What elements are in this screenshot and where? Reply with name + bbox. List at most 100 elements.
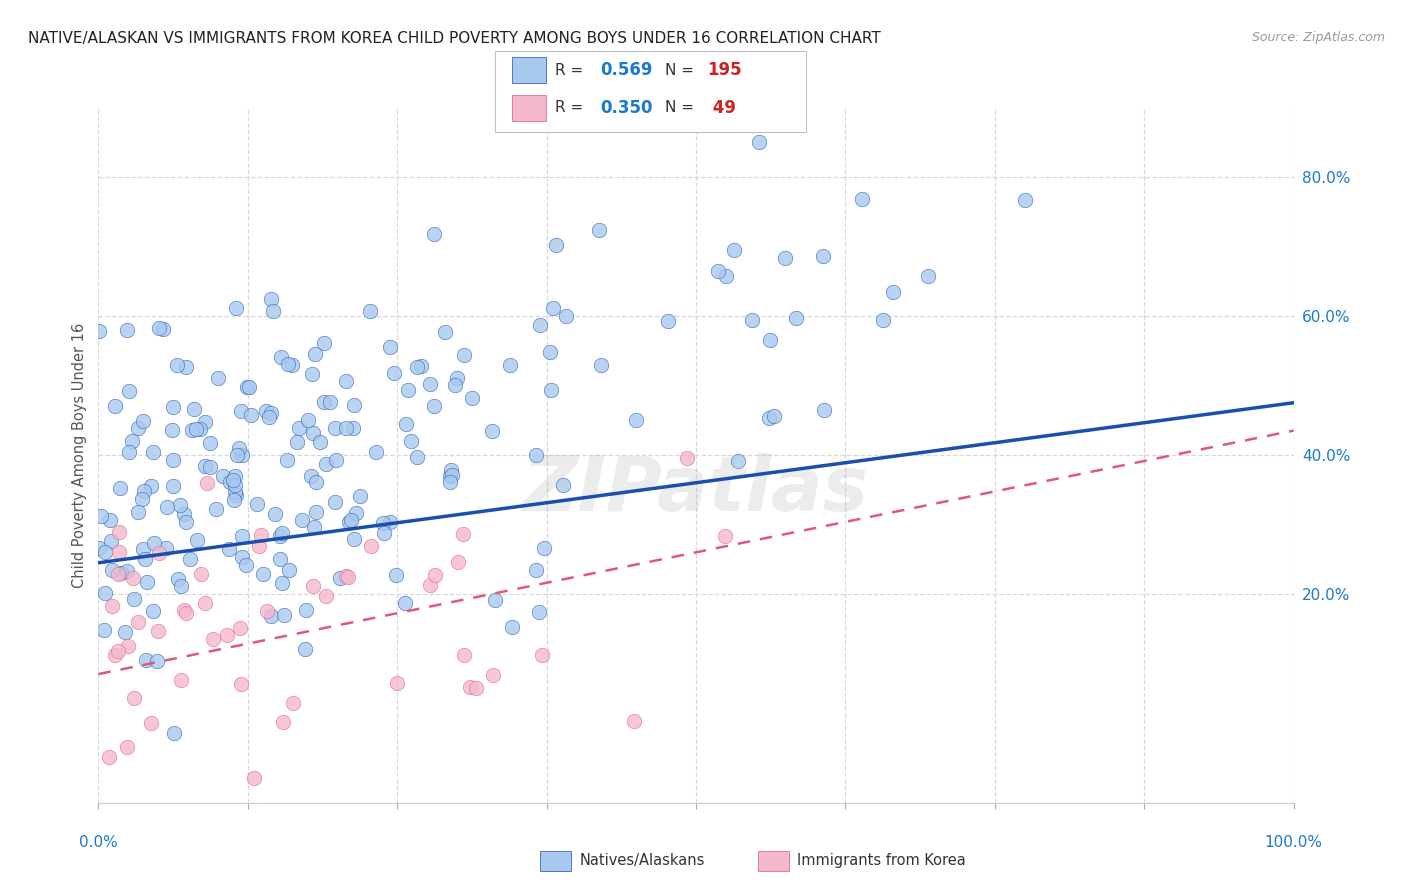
Point [304, 347, 326, 361]
Point [110, 566, 132, 581]
Text: 0.0%: 0.0% [79, 836, 118, 850]
Point [218, 541, 240, 556]
Point [305, 475, 328, 489]
Point [554, 309, 576, 323]
Point [538, 345, 561, 359]
Point [117, 445, 139, 459]
Point [181, 423, 204, 437]
Point [270, 351, 292, 365]
Point [89, 324, 111, 338]
Point [657, 314, 679, 328]
Text: Immigrants from Korea: Immigrants from Korea [797, 854, 966, 868]
Point [254, 403, 277, 417]
Point [385, 568, 408, 582]
Point [524, 448, 547, 462]
Point [325, 452, 347, 467]
Point [501, 620, 523, 634]
Text: 0.569: 0.569 [600, 61, 652, 79]
Point [247, 539, 270, 553]
Point [173, 507, 195, 521]
Point [156, 500, 179, 514]
Text: Natives/Alaskans: Natives/Alaskans [579, 854, 704, 868]
Text: N =: N = [665, 101, 699, 115]
Point [297, 413, 319, 427]
Point [204, 501, 226, 516]
Point [122, 591, 145, 606]
Point [323, 495, 346, 509]
Point [294, 603, 316, 617]
Text: 195: 195 [707, 61, 742, 79]
Point [142, 444, 165, 458]
Point [132, 542, 155, 557]
Point [723, 244, 745, 258]
Point [439, 475, 461, 489]
Point [384, 366, 406, 380]
Point [342, 398, 364, 412]
Point [409, 359, 432, 374]
Point [280, 358, 302, 372]
Point [714, 529, 737, 543]
Point [228, 441, 250, 455]
Point [342, 421, 364, 435]
Point [312, 335, 335, 350]
Point [148, 546, 170, 560]
Point [359, 303, 381, 318]
Point [373, 525, 395, 540]
Point [225, 488, 247, 502]
Point [405, 359, 427, 374]
Point [127, 615, 149, 629]
Point [453, 348, 475, 362]
Text: Source: ZipAtlas.com: Source: ZipAtlas.com [1251, 31, 1385, 45]
Point [226, 448, 249, 462]
Text: 49: 49 [707, 99, 737, 117]
Point [117, 323, 139, 337]
Point [179, 551, 201, 566]
Point [229, 677, 252, 691]
Point [167, 572, 190, 586]
Point [148, 624, 170, 638]
Point [309, 435, 332, 450]
Point [531, 648, 554, 662]
Text: 100.0%: 100.0% [1264, 836, 1323, 850]
Point [162, 452, 184, 467]
Point [231, 549, 253, 564]
Point [285, 434, 308, 449]
Point [366, 445, 388, 459]
Point [107, 644, 129, 658]
Point [124, 691, 146, 706]
Point [231, 529, 253, 543]
Point [246, 497, 269, 511]
Point [741, 312, 763, 326]
Point [174, 360, 197, 375]
Point [439, 469, 461, 483]
Point [533, 541, 555, 555]
Point [90, 509, 112, 524]
Point [676, 451, 699, 466]
Point [114, 624, 136, 639]
Point [281, 697, 304, 711]
Point [194, 458, 217, 473]
Point [174, 516, 197, 530]
Point [162, 423, 184, 437]
Point [453, 648, 475, 662]
Point [335, 374, 357, 388]
Point [94, 545, 117, 559]
Point [312, 395, 335, 409]
Point [107, 524, 129, 539]
Point [315, 589, 337, 603]
Point [422, 399, 444, 413]
Point [249, 527, 271, 541]
Point [173, 603, 195, 617]
Point [540, 383, 562, 397]
Point [762, 409, 785, 423]
Point [212, 469, 235, 483]
Point [127, 505, 149, 519]
Point [541, 301, 564, 315]
Point [236, 380, 259, 394]
Text: R =: R = [555, 62, 589, 78]
Point [335, 568, 357, 582]
Point [419, 377, 441, 392]
Point [108, 545, 131, 559]
Point [229, 404, 252, 418]
Point [131, 413, 153, 427]
